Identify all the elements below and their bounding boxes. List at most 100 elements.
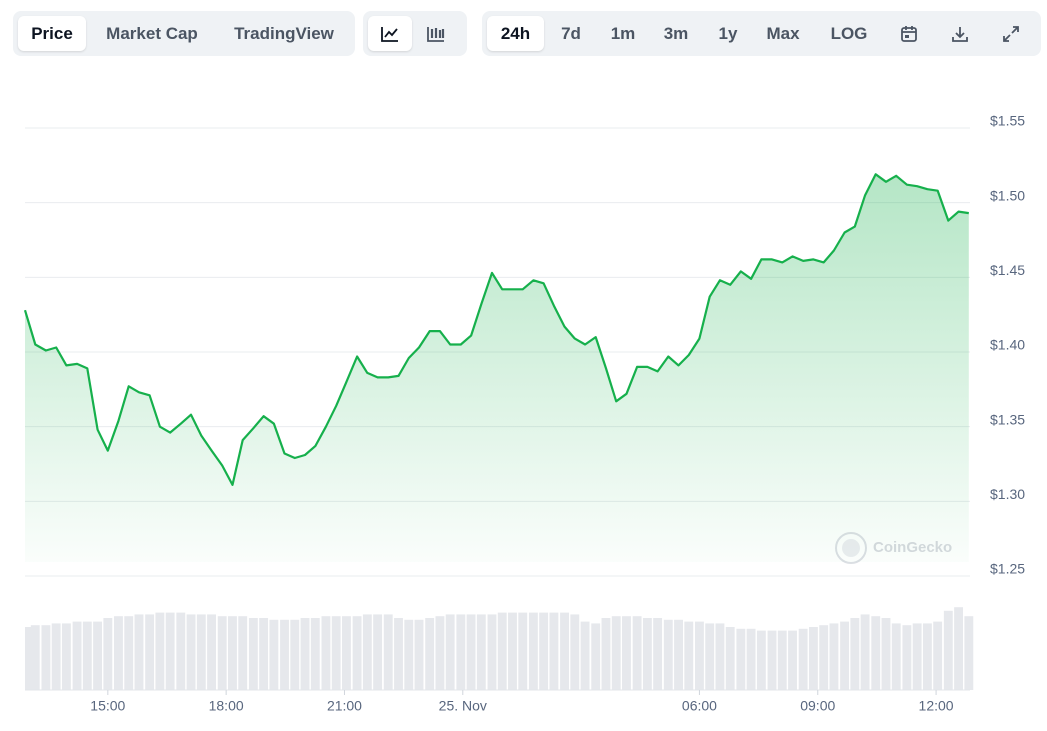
fullscreen-button[interactable] xyxy=(986,16,1036,51)
volume-bar xyxy=(51,623,61,690)
volume-bar xyxy=(186,614,196,690)
volume-bar xyxy=(746,628,756,690)
volume-bar xyxy=(321,616,331,690)
volume-bar xyxy=(777,630,787,690)
volume-bar xyxy=(217,616,227,690)
y-tick-label: $1.40 xyxy=(990,337,1025,353)
candle-chart-button[interactable] xyxy=(412,16,460,51)
volume-bar xyxy=(539,612,549,690)
x-tick-label: 15:00 xyxy=(90,698,125,714)
volume-bar xyxy=(41,625,51,690)
volume-bar xyxy=(954,607,963,690)
volume-bar xyxy=(373,614,383,690)
volume-bar xyxy=(840,621,850,690)
volume-bar xyxy=(176,612,186,690)
watermark-text: CoinGecko xyxy=(873,539,952,556)
volume-bar xyxy=(124,616,134,690)
volume-bar xyxy=(580,621,590,690)
volume-bar xyxy=(103,618,113,690)
range-button[interactable]: 1m xyxy=(610,23,636,43)
volume-bar xyxy=(82,621,92,690)
volume-bar xyxy=(466,614,476,690)
line-chart-button[interactable] xyxy=(368,16,412,51)
x-tick-label: 06:00 xyxy=(682,698,717,714)
volume-bar xyxy=(476,614,486,690)
price-area xyxy=(25,174,969,563)
volume-bar xyxy=(290,619,300,690)
volume-bar xyxy=(808,627,818,690)
expand-icon xyxy=(1003,25,1019,42)
y-tick-label: $1.30 xyxy=(990,486,1025,502)
volume-bar xyxy=(72,621,82,690)
volume-bar xyxy=(695,621,704,690)
x-tick-label: 18:00 xyxy=(209,698,244,714)
range-button[interactable]: 1y xyxy=(718,23,738,43)
volume-bar xyxy=(30,625,40,690)
view-button[interactable]: Market Cap xyxy=(106,23,198,43)
volume-bar xyxy=(508,612,517,690)
volume-bar xyxy=(25,627,34,690)
volume-bar xyxy=(310,618,320,690)
volume-bar xyxy=(964,616,974,690)
volume-bar xyxy=(165,612,175,690)
volume-bar xyxy=(352,616,362,690)
range-button[interactable]: 7d xyxy=(561,23,581,43)
volume-bar xyxy=(560,612,569,690)
candle-icon xyxy=(427,26,445,42)
volume-bar xyxy=(912,623,922,690)
volume-bar xyxy=(259,618,269,690)
volume-bar xyxy=(487,614,497,690)
volume-bar xyxy=(829,623,839,690)
view-button[interactable]: Price xyxy=(18,16,86,51)
volume-bar xyxy=(756,630,766,690)
x-tick-label: 25. Nov xyxy=(439,698,487,714)
volume-bar xyxy=(819,625,829,690)
volume-bar xyxy=(414,619,424,690)
range-button[interactable]: Max xyxy=(766,23,800,43)
volume-bar xyxy=(528,612,538,690)
view-button[interactable]: TradingView xyxy=(234,23,334,43)
volume-bar xyxy=(196,614,206,690)
volume-bar xyxy=(798,628,808,690)
y-tick-label: $1.55 xyxy=(990,113,1025,129)
volume-bar xyxy=(860,614,870,690)
volume-bar xyxy=(497,612,507,690)
volume-bar xyxy=(207,614,216,690)
volume-bar xyxy=(632,616,642,690)
volume-bar xyxy=(61,623,71,690)
watermark: CoinGecko xyxy=(835,532,952,564)
volume-bar xyxy=(943,610,953,690)
volume-bar xyxy=(425,618,435,690)
volume-bar xyxy=(331,616,341,690)
volume-bar xyxy=(622,616,631,690)
volume-bar xyxy=(280,619,289,690)
volume-bar xyxy=(705,623,715,690)
x-tick-label: 09:00 xyxy=(800,698,835,714)
volume-bar xyxy=(145,614,155,690)
volume-bar xyxy=(902,625,912,690)
volume-bar xyxy=(248,618,258,690)
volume-bar xyxy=(518,612,528,690)
volume-bar xyxy=(93,621,103,690)
log-button[interactable]: LOG xyxy=(830,23,868,43)
range-button[interactable]: 24h xyxy=(487,16,544,51)
volume-bar xyxy=(933,621,943,690)
volume-bar xyxy=(456,614,466,690)
price-line xyxy=(23,173,969,486)
volume-bar xyxy=(238,616,248,690)
y-tick-label: $1.35 xyxy=(990,411,1025,427)
download-button[interactable] xyxy=(934,16,986,51)
y-tick-label: $1.45 xyxy=(990,262,1025,278)
volume-bar xyxy=(445,614,455,690)
volume-bar xyxy=(684,621,694,690)
volume-bar xyxy=(736,628,746,690)
x-tick-label: 12:00 xyxy=(919,698,954,714)
volume-bar xyxy=(642,618,652,690)
volume-bar xyxy=(394,618,403,690)
download-icon xyxy=(952,26,968,42)
volume-bar xyxy=(767,630,777,690)
range-button[interactable]: 3m xyxy=(663,23,689,43)
calendar-button[interactable] xyxy=(884,16,934,51)
